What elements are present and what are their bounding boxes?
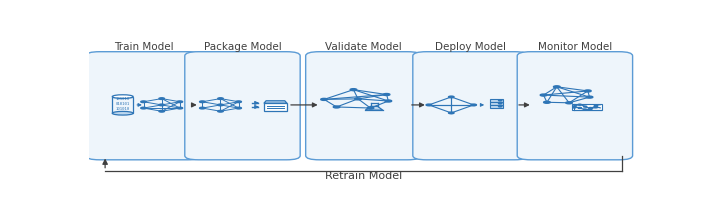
Circle shape [573, 106, 576, 107]
Bar [490, 102, 503, 105]
Circle shape [426, 104, 432, 106]
Circle shape [218, 110, 223, 112]
Circle shape [554, 86, 560, 88]
Circle shape [354, 98, 362, 100]
Circle shape [159, 110, 164, 112]
Bar [112, 97, 133, 113]
Circle shape [594, 105, 598, 106]
Circle shape [584, 109, 587, 110]
Circle shape [584, 90, 591, 92]
FancyBboxPatch shape [306, 52, 421, 160]
Circle shape [498, 100, 502, 101]
Circle shape [573, 107, 576, 108]
Circle shape [566, 102, 572, 104]
FancyBboxPatch shape [86, 52, 201, 160]
Circle shape [320, 98, 328, 100]
Text: 101010
010101
101010: 101010 010101 101010 [116, 97, 130, 111]
Ellipse shape [112, 111, 133, 115]
Circle shape [159, 98, 164, 99]
Circle shape [218, 98, 223, 99]
Circle shape [471, 104, 476, 106]
Ellipse shape [112, 95, 133, 98]
Polygon shape [264, 101, 287, 103]
Text: Retrain Model: Retrain Model [325, 171, 402, 181]
Circle shape [333, 106, 340, 108]
Polygon shape [365, 106, 383, 110]
Circle shape [498, 103, 502, 104]
Circle shape [159, 104, 164, 106]
Circle shape [236, 107, 241, 109]
Circle shape [578, 107, 581, 108]
Circle shape [586, 96, 593, 98]
Text: Deploy Model: Deploy Model [435, 42, 506, 52]
Text: Validate Model: Validate Model [325, 42, 402, 52]
Circle shape [367, 107, 374, 109]
Circle shape [177, 107, 183, 109]
Text: Package Model: Package Model [203, 42, 281, 52]
Circle shape [177, 101, 183, 103]
Circle shape [141, 107, 146, 109]
Circle shape [449, 112, 454, 114]
FancyBboxPatch shape [413, 52, 528, 160]
Circle shape [385, 100, 391, 102]
Bar [490, 99, 503, 102]
Bar [264, 103, 287, 111]
Text: Train Model: Train Model [113, 42, 174, 52]
Circle shape [350, 89, 357, 91]
Circle shape [141, 101, 146, 103]
FancyBboxPatch shape [185, 52, 300, 160]
Circle shape [384, 94, 390, 95]
Circle shape [449, 96, 454, 98]
Bar [490, 105, 503, 108]
Circle shape [589, 108, 592, 110]
Circle shape [218, 104, 223, 106]
Circle shape [544, 101, 550, 103]
Text: Monitor Model: Monitor Model [538, 42, 612, 52]
Circle shape [236, 101, 241, 103]
FancyBboxPatch shape [518, 52, 632, 160]
Circle shape [200, 101, 205, 103]
Bar [572, 104, 603, 110]
Circle shape [498, 106, 502, 107]
Circle shape [540, 94, 547, 96]
Circle shape [594, 107, 598, 108]
Circle shape [584, 106, 587, 107]
Circle shape [578, 104, 581, 105]
Circle shape [200, 107, 205, 109]
